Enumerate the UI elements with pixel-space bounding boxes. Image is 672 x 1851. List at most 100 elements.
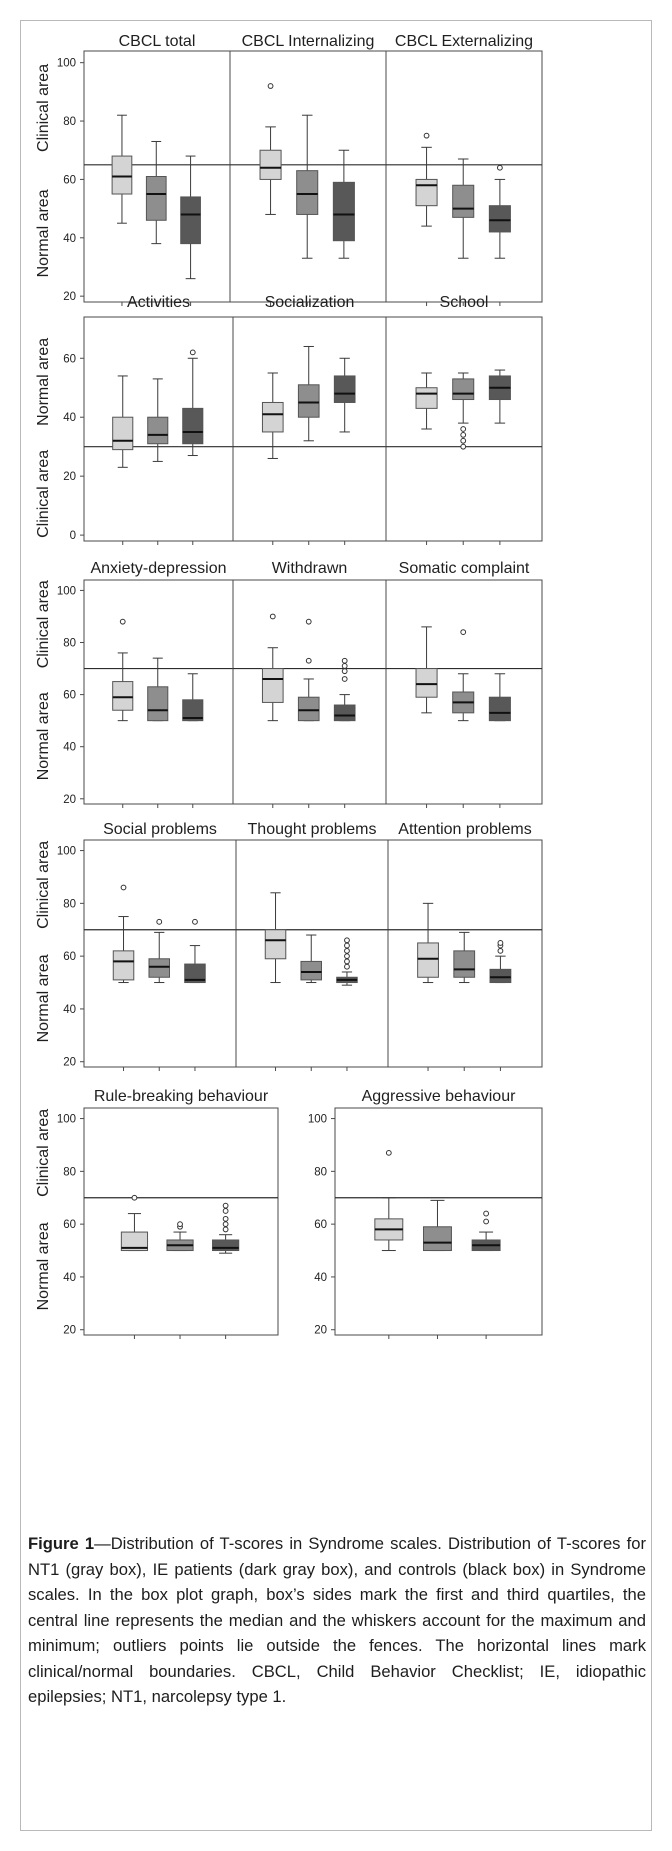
y-label-upper: Clinical area	[35, 1109, 52, 1197]
panel-title: Activities	[127, 294, 190, 311]
outlier-point	[341, 663, 348, 669]
box-ie	[453, 950, 476, 978]
y-tick-label: 60	[63, 690, 76, 702]
box-nt1	[261, 668, 284, 703]
box-ie	[297, 696, 320, 722]
outlier-point	[341, 676, 348, 682]
outlier-point	[497, 940, 504, 946]
y-tick-label: 80	[63, 898, 76, 910]
y-tick-label: 60	[63, 1219, 76, 1231]
box-controls	[488, 696, 511, 722]
panel-frame	[387, 839, 543, 1068]
y-tick-label: 60	[63, 951, 76, 963]
outlier-point	[131, 1194, 138, 1201]
y-tick-label: 80	[63, 1166, 76, 1178]
outlier-point	[497, 947, 504, 954]
y-tick-label: 100	[308, 1114, 327, 1126]
outlier-point	[156, 918, 163, 925]
box-nt1	[259, 149, 282, 180]
outlier-point	[385, 1149, 392, 1156]
y-tick-label: 0	[70, 530, 76, 542]
y-tick-label: 100	[57, 1114, 76, 1126]
outlier-point	[341, 657, 348, 664]
outlier-point	[305, 618, 312, 625]
y-tick-label: 20	[63, 291, 76, 303]
box-nt1	[264, 929, 287, 960]
box-nt1	[415, 387, 438, 409]
y-tick-label: 100	[57, 585, 76, 597]
y-label-lower: Normal area	[35, 692, 52, 780]
outlier-point	[460, 629, 467, 635]
panel-frame	[334, 1107, 543, 1336]
box-controls	[212, 1239, 240, 1252]
box-controls	[333, 704, 356, 722]
outlier-point	[344, 963, 350, 970]
outlier-point	[460, 443, 467, 450]
panel-title: Somatic complaint	[399, 560, 530, 577]
y-label-upper: Clinical area	[35, 64, 52, 152]
panel-title: Anxiety-depression	[90, 560, 226, 577]
box-controls	[182, 407, 204, 445]
outlier-point	[177, 1221, 183, 1228]
box-nt1	[111, 155, 133, 195]
outlier-point	[120, 884, 127, 891]
y-tick-label: 40	[63, 412, 76, 424]
box-nt1	[417, 942, 439, 978]
outlier-point	[460, 426, 467, 432]
outlier-point	[222, 1226, 229, 1233]
panel-frame	[385, 579, 543, 805]
panel-title: School	[440, 294, 489, 311]
box-nt1	[112, 681, 134, 711]
outlier-point	[222, 1208, 229, 1214]
outlier-point	[305, 657, 312, 664]
panel-frame	[232, 316, 387, 542]
y-label-lower: Normal area	[35, 1222, 52, 1310]
y-tick-label: 40	[63, 233, 76, 245]
y-label-lower: Normal area	[35, 954, 52, 1042]
panel-title: CBCL total	[119, 33, 196, 50]
box-controls	[180, 196, 201, 245]
box-ie	[300, 960, 323, 981]
outlier-point	[344, 958, 350, 965]
box-controls	[332, 181, 355, 242]
caption-text: —Distribution of T-scores in Syndrome sc…	[28, 1534, 646, 1706]
y-label-upper: Clinical area	[35, 580, 52, 668]
y-tick-label: 100	[57, 846, 76, 858]
box-controls	[489, 968, 512, 984]
box-ie	[452, 184, 475, 218]
panel-title: Social problems	[103, 821, 217, 838]
outlier-point	[344, 942, 350, 949]
box-ie	[296, 170, 319, 215]
y-tick-label: 20	[63, 1057, 76, 1069]
outlier-point	[460, 437, 467, 444]
panel-title: Attention problems	[398, 821, 531, 838]
outlier-point	[423, 132, 430, 139]
panel-frame	[83, 1107, 279, 1336]
outlier-point	[222, 1215, 229, 1222]
outlier-point	[119, 618, 126, 625]
y-tick-label: 60	[63, 174, 76, 186]
box-controls	[333, 375, 356, 403]
box-ie	[297, 384, 320, 418]
box-nt1	[112, 416, 134, 451]
box-nt1	[112, 950, 135, 981]
y-tick-label: 40	[63, 742, 76, 754]
box-nt1	[261, 401, 284, 433]
y-tick-label: 80	[314, 1166, 327, 1178]
panel-title: Socialization	[265, 294, 355, 311]
outlier-point	[483, 1218, 490, 1225]
panel-title: CBCL Internalizing	[242, 33, 375, 50]
y-tick-label: 100	[57, 58, 76, 70]
outlier-point	[344, 947, 350, 954]
outlier-point	[460, 431, 467, 438]
y-label-lower: Clinical area	[35, 450, 52, 538]
box-nt1	[120, 1231, 149, 1252]
panel-title: Withdrawn	[272, 560, 348, 577]
outlier-point	[496, 164, 503, 171]
y-tick-label: 20	[63, 471, 76, 483]
y-tick-label: 80	[63, 116, 76, 128]
box-controls	[182, 699, 204, 722]
outlier-point	[269, 613, 276, 620]
panel-title: Rule-breaking behaviour	[94, 1088, 269, 1105]
panel-frame	[232, 579, 387, 805]
